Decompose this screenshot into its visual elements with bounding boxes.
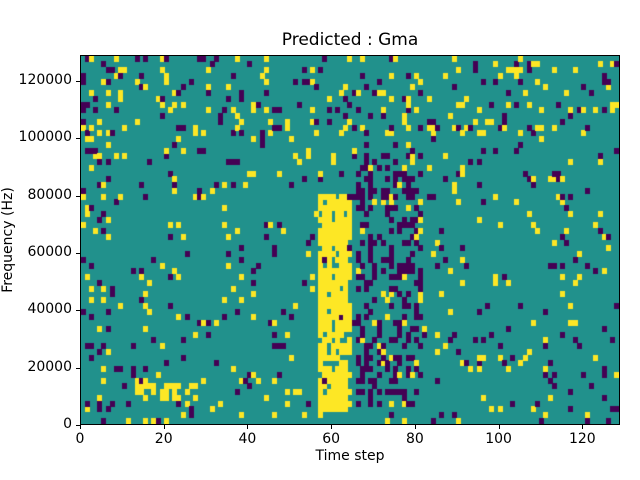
y-tick-label: 60000 — [27, 243, 72, 260]
x-tick-label: 80 — [405, 431, 424, 447]
y-tick-mark — [76, 252, 80, 254]
x-tick-label: 60 — [322, 431, 341, 447]
y-tick-label: 100000 — [18, 129, 72, 146]
x-tick-mark — [414, 425, 416, 429]
plot-area — [80, 55, 620, 425]
heatmap-canvas — [81, 56, 619, 424]
x-tick-mark — [80, 425, 81, 429]
x-tick-label: 40 — [238, 431, 257, 447]
y-tick-mark — [76, 310, 80, 312]
y-tick-mark — [76, 195, 80, 197]
x-tick-label: 0 — [75, 431, 85, 447]
x-tick-mark — [498, 425, 500, 429]
x-tick-label: 100 — [485, 431, 512, 447]
x-axis-label: Time step — [315, 448, 385, 464]
y-tick-label: 0 — [63, 416, 72, 432]
x-tick-label: 120 — [568, 431, 596, 447]
x-tick-mark — [331, 425, 333, 429]
y-tick-mark — [76, 367, 80, 369]
y-tick-label: 20000 — [27, 358, 72, 375]
x-tick-mark — [247, 425, 249, 429]
y-tick-label: 120000 — [18, 71, 72, 88]
y-tick-label: 40000 — [27, 301, 72, 318]
y-tick-mark — [76, 138, 80, 140]
y-tick-label: 80000 — [27, 186, 72, 203]
x-tick-mark — [582, 425, 584, 429]
x-tick-label: 20 — [154, 431, 173, 447]
x-tick-mark — [163, 425, 165, 429]
chart-title: Predicted : Gma — [281, 30, 419, 50]
y-tick-mark — [76, 80, 80, 82]
y-tick-mark — [76, 425, 80, 426]
